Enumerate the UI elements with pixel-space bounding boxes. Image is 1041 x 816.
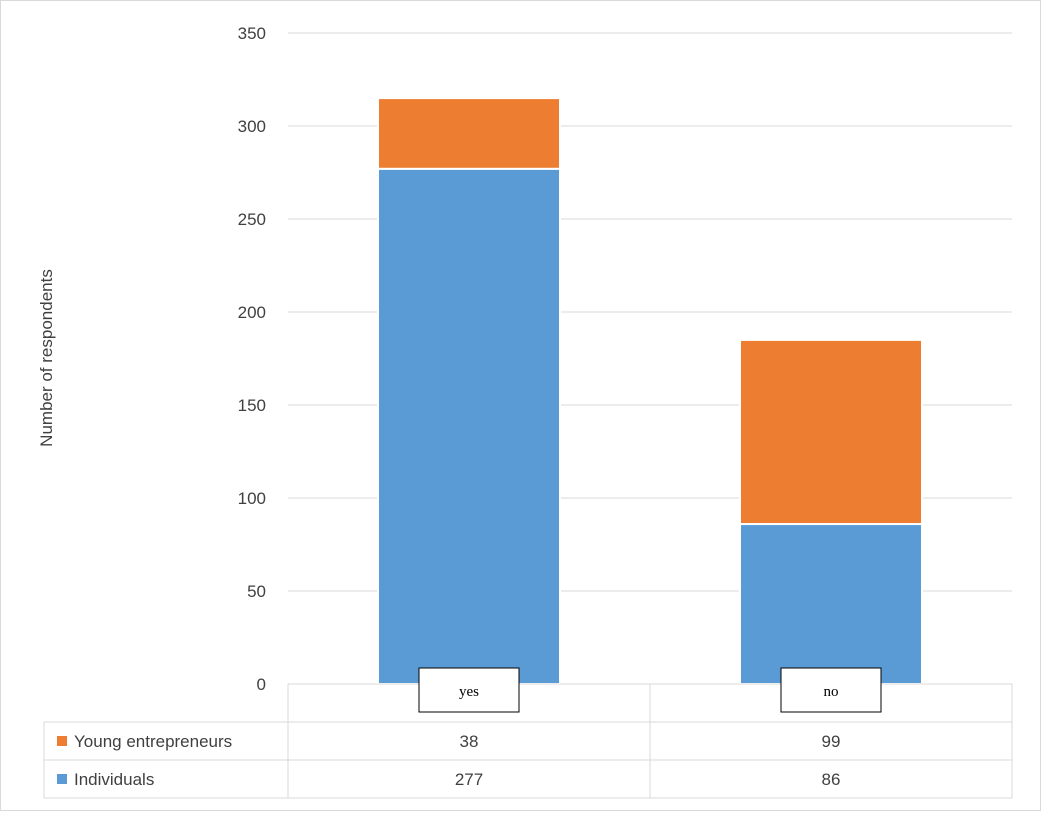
table-cell-value: 38 (460, 732, 479, 751)
bar-individuals-no (739, 523, 923, 685)
y-tick-label: 300 (238, 117, 266, 136)
y-tick-label: 50 (247, 582, 266, 601)
bar-young-entrepreneurs-yes (377, 97, 561, 170)
legend-swatch (57, 774, 67, 784)
category-label-box (418, 667, 520, 713)
legend-label: Young entrepreneurs (74, 732, 232, 751)
y-tick-label: 250 (238, 210, 266, 229)
data-table: yes no Young entrepreneurs 38 99 Individuals 2… (43, 667, 1013, 799)
y-axis-ticks: 0 50 100 150 200 250 300 350 (238, 24, 266, 694)
table-cell-value: 86 (822, 770, 841, 789)
category-label: yes (459, 684, 479, 700)
category-label-box (780, 667, 882, 713)
bars (377, 97, 923, 685)
y-axis-label: Number of respondents (37, 269, 56, 447)
y-tick-label: 100 (238, 489, 266, 508)
bar-individuals-yes (377, 167, 561, 685)
table-cell-value: 99 (822, 732, 841, 751)
legend-swatch (57, 736, 67, 746)
y-tick-label: 200 (238, 303, 266, 322)
bar-young-entrepreneurs-no (739, 338, 923, 526)
y-tick-label: 350 (238, 24, 266, 43)
y-tick-label: 150 (238, 396, 266, 415)
table-cell-value: 277 (455, 770, 483, 789)
y-tick-label: 0 (257, 675, 266, 694)
legend-label: Individuals (74, 770, 154, 789)
category-label: no (824, 684, 839, 700)
